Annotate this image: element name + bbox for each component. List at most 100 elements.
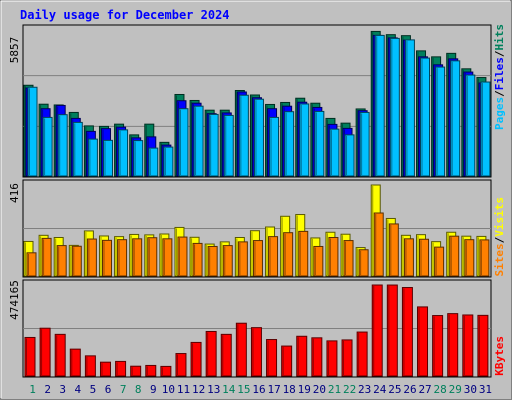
day-label-16: 16 bbox=[252, 383, 265, 396]
day-label-8: 8 bbox=[135, 383, 142, 396]
bar-pages-day-27 bbox=[420, 57, 431, 177]
chart-title: Daily usage for December 2024 bbox=[20, 8, 230, 22]
day-label-30: 30 bbox=[464, 383, 477, 396]
bar-sites-day-29 bbox=[449, 235, 460, 277]
bar-sites-day-13 bbox=[207, 245, 218, 277]
bar-sites-day-21 bbox=[328, 237, 339, 277]
legend-sites: Sites bbox=[493, 243, 506, 276]
bar-pages-day-2 bbox=[42, 116, 53, 177]
bar-sites-day-12 bbox=[192, 242, 203, 277]
day-label-23: 23 bbox=[358, 383, 371, 396]
day-label-12: 12 bbox=[192, 383, 205, 396]
day-label-25: 25 bbox=[388, 383, 401, 396]
bar-sites-day-15 bbox=[237, 241, 248, 277]
bar-pages-day-31 bbox=[480, 81, 491, 177]
day-label-14: 14 bbox=[222, 383, 236, 396]
bar-pages-day-19 bbox=[299, 103, 310, 177]
bar-kbytes-day-11 bbox=[175, 353, 187, 377]
legend-pages: Pages bbox=[493, 97, 506, 130]
bar-pages-day-15 bbox=[238, 94, 249, 177]
bar-sites-day-19 bbox=[298, 230, 309, 277]
day-label-4: 4 bbox=[75, 383, 82, 396]
bar-sites-day-24 bbox=[373, 212, 384, 277]
bar-kbytes-day-24 bbox=[371, 284, 383, 377]
bar-kbytes-day-6 bbox=[99, 361, 111, 377]
bar-sites-day-7 bbox=[117, 239, 128, 277]
legend-kbytes: KBytes bbox=[493, 336, 506, 376]
day-label-31: 31 bbox=[479, 383, 492, 396]
legend-sep-3: / bbox=[493, 236, 506, 243]
day-label-22: 22 bbox=[343, 383, 356, 396]
bar-pages-day-14 bbox=[223, 114, 234, 177]
day-label-15: 15 bbox=[237, 383, 250, 396]
bar-sites-day-25 bbox=[388, 223, 399, 277]
day-label-13: 13 bbox=[207, 383, 220, 396]
legend-mid: Sites/Visits bbox=[493, 197, 506, 277]
bar-sites-day-30 bbox=[464, 239, 475, 277]
bar-kbytes-day-4 bbox=[69, 348, 81, 377]
bar-kbytes-day-14 bbox=[220, 333, 232, 377]
bar-sites-day-6 bbox=[101, 239, 112, 277]
bar-sites-day-14 bbox=[222, 245, 233, 277]
bar-pages-day-24 bbox=[374, 34, 385, 177]
bar-pages-day-4 bbox=[72, 121, 83, 177]
day-label-2: 2 bbox=[44, 383, 51, 396]
svg-text:Pages/Files/Hits: Pages/Files/Hits bbox=[493, 24, 506, 130]
bar-pages-day-16 bbox=[253, 98, 264, 177]
day-label-21: 21 bbox=[328, 383, 341, 396]
bar-pages-day-28 bbox=[435, 66, 446, 177]
bar-kbytes-day-1 bbox=[24, 336, 36, 377]
bars bbox=[23, 30, 491, 377]
day-labels: 1 2 3 4 5 6 7 8 9 10 11 12 13 14 15 16 17 18 19 20 21 22 23 24 2… bbox=[29, 383, 492, 396]
bar-sites-day-9 bbox=[147, 237, 158, 277]
legend-files: Files bbox=[493, 57, 506, 90]
bar-kbytes-day-15 bbox=[235, 322, 247, 377]
bar-sites-day-4 bbox=[71, 245, 82, 277]
bar-pages-day-20 bbox=[314, 110, 325, 177]
bar-pages-day-12 bbox=[193, 105, 204, 177]
bar-sites-day-26 bbox=[403, 238, 414, 277]
day-label-28: 28 bbox=[434, 383, 447, 396]
bar-kbytes-day-3 bbox=[54, 333, 66, 377]
day-label-3: 3 bbox=[59, 383, 66, 396]
day-label-11: 11 bbox=[177, 383, 190, 396]
bar-pages-day-23 bbox=[359, 111, 370, 177]
bar-kbytes-day-9 bbox=[145, 364, 157, 377]
day-label-18: 18 bbox=[283, 383, 296, 396]
bar-kbytes-day-29 bbox=[447, 313, 459, 377]
bar-pages-day-3 bbox=[57, 114, 68, 177]
bar-sites-day-10 bbox=[162, 238, 173, 277]
bar-kbytes-day-7 bbox=[115, 360, 127, 377]
bar-pages-day-18 bbox=[284, 111, 295, 177]
svg-text:KBytes: KBytes bbox=[493, 336, 506, 376]
bar-kbytes-day-5 bbox=[84, 355, 96, 377]
legend-hits: Hits bbox=[493, 24, 506, 51]
svg-text:Sites/Visits: Sites/Visits bbox=[493, 197, 506, 277]
day-label-1: 1 bbox=[29, 383, 36, 396]
bar-sites-day-1 bbox=[26, 252, 37, 277]
bar-kbytes-day-20 bbox=[311, 337, 323, 377]
legend-visits: Visits bbox=[493, 197, 506, 237]
bar-kbytes-day-13 bbox=[205, 330, 217, 377]
bar-sites-day-16 bbox=[252, 240, 263, 277]
top-max-label: 5857 bbox=[8, 37, 21, 64]
legend-bot: KBytes bbox=[493, 336, 506, 376]
day-label-29: 29 bbox=[449, 383, 462, 396]
bar-pages-day-29 bbox=[450, 60, 461, 177]
bar-pages-day-26 bbox=[404, 39, 415, 177]
day-label-26: 26 bbox=[403, 383, 416, 396]
day-label-20: 20 bbox=[313, 383, 326, 396]
bar-sites-day-23 bbox=[358, 249, 369, 277]
bar-sites-day-11 bbox=[177, 236, 188, 277]
bar-pages-day-9 bbox=[148, 147, 159, 177]
bar-kbytes-day-16 bbox=[250, 327, 262, 377]
day-label-10: 10 bbox=[162, 383, 175, 396]
bar-kbytes-day-12 bbox=[190, 341, 202, 377]
bar-kbytes-day-23 bbox=[356, 331, 368, 377]
bar-sites-day-2 bbox=[41, 237, 52, 277]
day-label-24: 24 bbox=[373, 383, 387, 396]
bar-kbytes-day-18 bbox=[281, 345, 293, 377]
bot-max-label: 474165 bbox=[8, 280, 21, 320]
day-label-27: 27 bbox=[418, 383, 431, 396]
